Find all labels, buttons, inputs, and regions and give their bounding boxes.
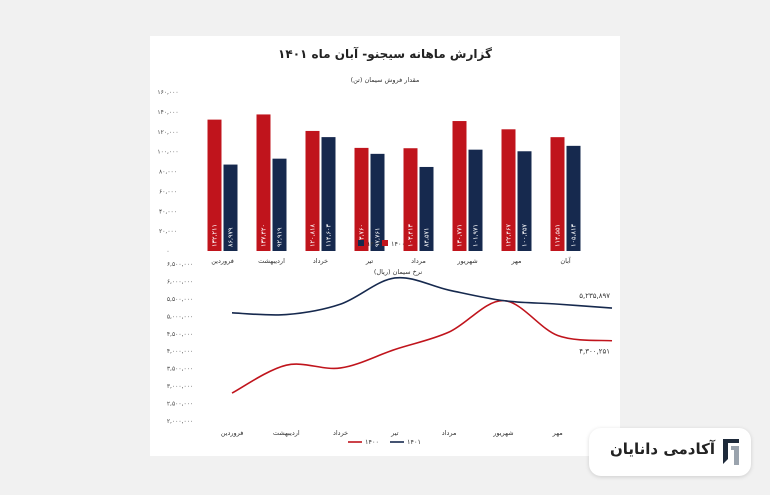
line-chart-y-axis: ۲,۰۰۰,۰۰۰ ۲,۵۰۰,۰۰۰ ۳,۰۰۰,۰۰۰ ۳,۵۰۰,۰۰۰ ۴,۰۰… <box>167 261 193 425</box>
bar-value-label: ۱۰۱,۹۷۱ <box>472 224 480 247</box>
brand-logo-icon <box>723 439 739 465</box>
bar-value-label: ۱۰۰,۳۵۷ <box>521 223 529 247</box>
line-y-tick-label: ۶,۰۰۰,۰۰۰ <box>167 278 193 285</box>
bar-series-1400 <box>207 119 222 251</box>
report-card: گزارش ماهانه سیجنو- آبان ماه ۱۴۰۱ مقدار … <box>150 36 620 456</box>
line-y-tick-label: ۲,۵۰۰,۰۰۰ <box>167 401 193 408</box>
bar-y-tick-label: ۱۶۰,۰۰۰ <box>157 89 178 96</box>
bar-value-label: ۱۱۴,۵۵۱ <box>554 224 562 247</box>
bar-y-tick-label: ۶۰,۰۰۰ <box>159 188 177 195</box>
report-charts: گزارش ماهانه سیجنو- آبان ماه ۱۴۰۱ مقدار … <box>157 46 619 446</box>
bar-chart-subtitle: مقدار فروش سیمان (تن) <box>351 76 420 84</box>
line-y-tick-label: ۶,۵۰۰,۰۰۰ <box>167 261 193 268</box>
bar-series-1401 <box>419 166 434 251</box>
bar-value-label: ۹۷,۷۶۱ <box>374 227 382 247</box>
line-category-label: مرداد <box>442 429 457 437</box>
line-category-label: شهریور <box>492 429 513 437</box>
bar-category-label: اردیبهشت <box>258 257 285 265</box>
bar-value-label: ۱۰۵,۸۱۳ <box>570 223 578 247</box>
bar-value-label: ۱۳۲,۲۱۱ <box>211 224 219 247</box>
bar-series-1401 <box>566 145 581 251</box>
bar-series-1400 <box>305 130 320 251</box>
bar-category-label: مهر <box>510 257 521 265</box>
bar-legend-label: ۱۴۰۰ <box>391 240 405 248</box>
bar-value-label: ۱۳۰,۷۷۱ <box>456 224 464 247</box>
bar-category-label: خرداد <box>313 257 328 265</box>
bar-series-1401 <box>321 137 336 251</box>
bar-y-tick-label: ۴۰,۰۰۰ <box>159 208 177 215</box>
bar-series-1400 <box>501 129 516 251</box>
bar-y-tick-label: ۰ <box>166 248 169 255</box>
bar-value-label: ۱۲۰,۸۱۸ <box>309 223 317 247</box>
bar-value-label: ۱۰۳,۷۶۰ <box>358 224 366 247</box>
bar-series-1400 <box>550 137 565 251</box>
line-series-1400 <box>231 299 613 394</box>
line-y-tick-label: ۵,۵۰۰,۰۰۰ <box>167 296 193 303</box>
bar-legend-swatch <box>382 240 388 246</box>
line-chart-series: ۴,۳۰۰,۲۵۱ ۵,۲۳۵,۸۹۷ <box>231 276 613 394</box>
bar-legend-swatch <box>358 240 364 246</box>
bar-chart-categories: فروردین اردیبهشت خرداد تیر مرداد شهریور مهر آبا… <box>211 256 572 265</box>
bar-category-label: شهریور <box>456 257 477 265</box>
bar-value-label: ۸۶,۹۷۹ <box>227 227 235 247</box>
bar-y-tick-label: ۱۲۰,۰۰۰ <box>157 129 178 136</box>
bar-series-1401 <box>223 164 238 251</box>
bar-value-label: ۱۰۳,۴۱۳ <box>407 223 415 247</box>
bar-value-label: ۱۲۲,۴۶۷ <box>505 223 513 247</box>
line-end-value-label: ۵,۲۳۵,۸۹۷ <box>579 292 610 300</box>
bar-chart-y-axis: ۰ ۲۰,۰۰۰ ۴۰,۰۰۰ ۶۰,۰۰۰ ۸۰,۰۰۰ ۱۰۰,۰۰۰ ۱۲۰,۰۰۰ ۱… <box>157 89 178 255</box>
bar-series-1401 <box>468 149 483 251</box>
bar-category-label: تیر <box>365 257 374 265</box>
line-category-label: تیر <box>390 429 399 437</box>
bar-chart-bars: ۱۳۲,۲۱۱ ۸۶,۹۷۹ ۱۳۷,۴۲۰ ۹۲,۹۱۹ ۱۲۰,۸۱۸ ۱۱۴,۶۰۳… <box>207 114 581 251</box>
line-y-tick-label: ۳,۵۰۰,۰۰۰ <box>167 366 193 373</box>
line-legend-label: ۱۴۰۰ <box>365 438 379 446</box>
bar-value-label: ۹۲,۹۱۹ <box>276 227 284 247</box>
line-y-tick-label: ۵,۰۰۰,۰۰۰ <box>167 313 193 320</box>
bar-category-label: آبان <box>560 256 572 265</box>
line-series-1401 <box>231 276 613 316</box>
line-category-label: خرداد <box>333 429 348 437</box>
line-chart-legend: ۱۴۰۰ ۱۴۰۱ <box>348 438 421 446</box>
bar-y-tick-label: ۱۴۰,۰۰۰ <box>157 109 178 116</box>
brand-badge: آکادمی دانایان <box>589 428 751 476</box>
bar-category-label: فروردین <box>211 257 234 265</box>
bar-y-tick-label: ۲۰,۰۰۰ <box>159 228 177 235</box>
line-category-label: مهر <box>552 429 563 437</box>
bar-legend-label: ۱۴۰۱ <box>367 240 381 248</box>
line-chart-title: نرخ سیمان (ریال) <box>374 268 423 276</box>
bar-value-label: ۱۳۷,۴۲۰ <box>260 224 268 247</box>
bar-y-tick-label: ۱۰۰,۰۰۰ <box>157 149 178 156</box>
line-legend-label: ۱۴۰۱ <box>407 438 421 446</box>
line-y-tick-label: ۲,۰۰۰,۰۰۰ <box>167 418 193 425</box>
bar-series-1400 <box>354 147 369 251</box>
bar-value-label: ۱۱۴,۶۰۳ <box>325 223 333 247</box>
brand-name: آکادمی دانایان <box>609 440 715 458</box>
bar-category-label: مرداد <box>411 257 426 265</box>
line-y-tick-label: ۴,۵۰۰,۰۰۰ <box>167 331 193 338</box>
bar-value-label: ۸۴,۵۷۱ <box>423 227 431 247</box>
bar-series-1400 <box>403 148 418 251</box>
line-category-label: اردیبهشت <box>273 429 300 437</box>
bar-series-1401 <box>272 158 287 251</box>
bar-y-tick-label: ۸۰,۰۰۰ <box>159 169 177 176</box>
bar-series-1401 <box>517 151 532 251</box>
report-title: گزارش ماهانه سیجنو- آبان ماه ۱۴۰۱ <box>278 46 492 62</box>
bar-chart-legend: ۱۴۰۰ ۱۴۰۱ <box>358 240 405 248</box>
line-y-tick-label: ۳,۰۰۰,۰۰۰ <box>167 383 193 390</box>
line-category-label: فروردین <box>221 429 244 437</box>
bar-series-1400 <box>256 114 271 251</box>
line-chart-categories: فروردیناردیبهشتخردادتیرمردادشهریورمهرآبا… <box>221 428 619 437</box>
bar-series-1400 <box>452 121 467 251</box>
bar-series-1401 <box>370 153 385 251</box>
line-end-value-label: ۴,۳۰۰,۲۵۱ <box>579 348 610 356</box>
line-y-tick-label: ۴,۰۰۰,۰۰۰ <box>167 348 193 355</box>
